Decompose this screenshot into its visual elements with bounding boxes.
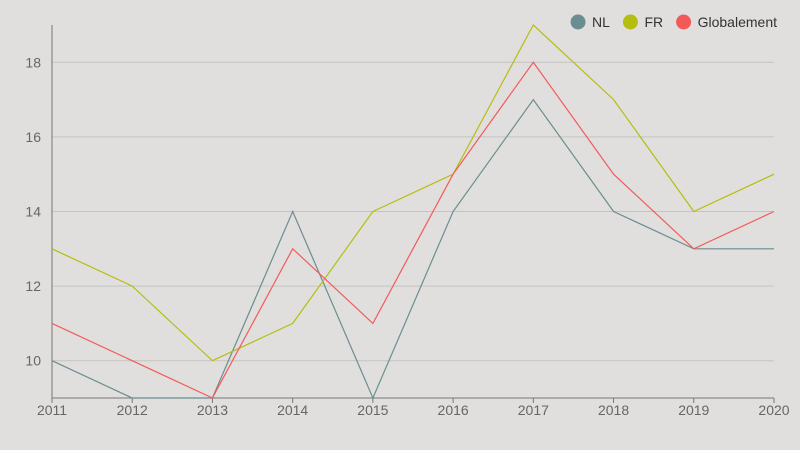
x-tick-label: 2015 [357,402,388,418]
legend-item-nl: NL [570,14,610,30]
series-line-fr [51,24,775,362]
x-tick-label: 2017 [518,402,549,418]
legend-label: Globalement [698,14,777,30]
axes [51,25,775,403]
x-tick-label: 2011 [37,402,67,418]
x-tick-label: 2012 [117,402,148,418]
legend-item-globalement: Globalement [676,14,777,30]
gridlines [52,61,774,362]
x-tick-label: 2013 [197,402,228,418]
y-tick-label: 12 [25,278,41,294]
x-tick-label: 2016 [438,402,469,418]
y-tick-label: 14 [25,204,41,220]
legend-item-fr: FR [622,14,663,30]
legend-marker [676,14,692,30]
series-line-globalement [51,61,775,399]
y-tick-label: 18 [25,54,41,70]
x-tick-label: 2014 [277,402,308,418]
legend-label: FR [644,14,663,30]
series-line-nl [51,98,774,400]
legend: NL FR Globalement [570,14,777,30]
x-tick-label: 2018 [598,402,629,418]
tick-labels: 10 12 14 16 18 2011 2012 2013 2014 2015 2016 2017 20… [25,54,789,418]
series-lines [51,24,775,400]
x-tick-label: 2020 [758,402,789,418]
legend-marker [570,14,586,30]
legend-marker [622,14,638,30]
y-tick-label: 16 [25,129,41,145]
x-tick-label: 2019 [678,402,709,418]
legend-label: NL [592,14,610,30]
y-tick-label: 10 [25,353,41,369]
